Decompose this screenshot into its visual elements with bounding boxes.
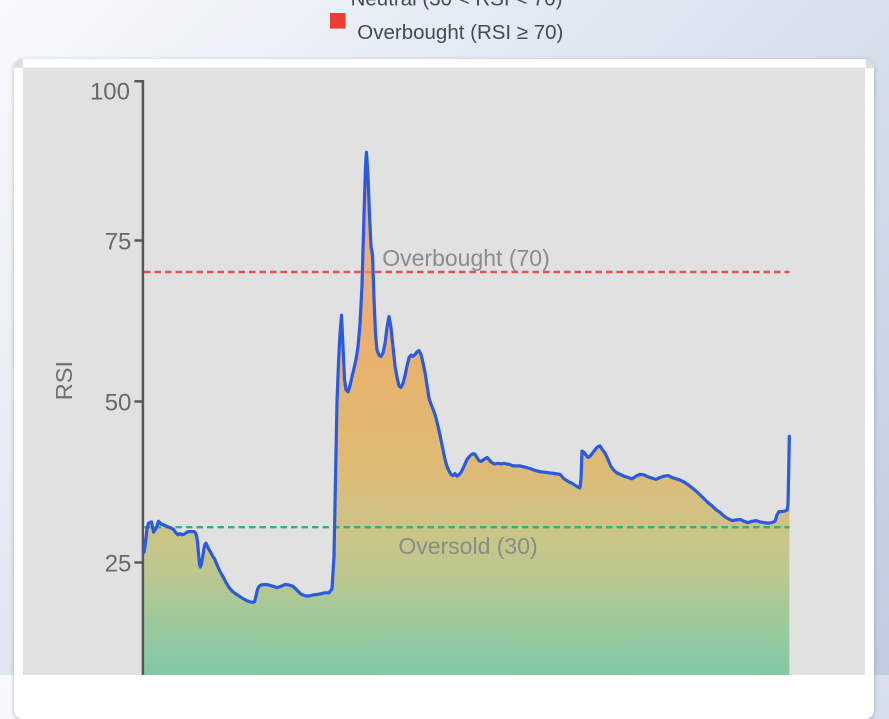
svg-text:Overbought (70): Overbought (70) bbox=[382, 245, 549, 271]
svg-text:Oversold (30): Oversold (30) bbox=[398, 533, 537, 559]
svg-text:RSI: RSI bbox=[51, 361, 77, 400]
svg-text:Overbought (RSI ≥ 70): Overbought (RSI ≥ 70) bbox=[357, 21, 563, 44]
svg-text:50: 50 bbox=[105, 389, 132, 416]
svg-text:25: 25 bbox=[105, 550, 132, 577]
svg-text:Neutral (30 < RSI < 70): Neutral (30 < RSI < 70) bbox=[351, 0, 563, 11]
svg-text:100: 100 bbox=[90, 79, 130, 106]
svg-text:75: 75 bbox=[105, 228, 132, 255]
